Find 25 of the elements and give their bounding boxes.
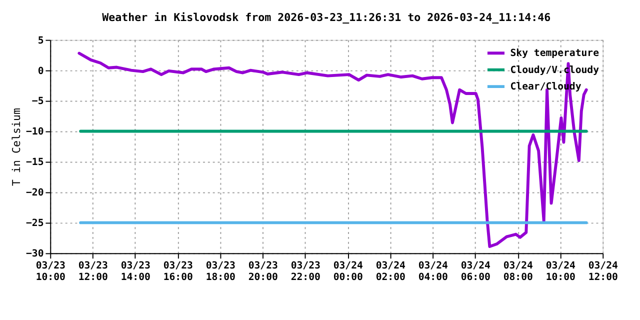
x-tick-label: 03/24 06:00 (460, 260, 491, 284)
y-tick-label: 0 (38, 66, 44, 77)
x-tick-label: 03/24 10:00 (546, 260, 576, 284)
y-tick-label: −20 (26, 188, 44, 199)
x-tick-label: 03/23 10:00 (36, 260, 66, 284)
y-tick-label: 5 (38, 35, 44, 46)
x-tick-label: 03/23 22:00 (290, 260, 321, 284)
x-tick-label: 03/24 04:00 (418, 260, 448, 284)
x-tick-label: 03/24 08:00 (503, 260, 534, 284)
y-axis-title: T in Celsium (10, 108, 24, 186)
y-tick-label: −15 (26, 157, 44, 168)
x-tick-label: 03/23 14:00 (120, 260, 150, 284)
x-tick-label: 03/24 12:00 (588, 260, 618, 284)
x-tick-label: 03/24 02:00 (376, 260, 406, 284)
x-tick-label: 03/23 18:00 (206, 260, 236, 284)
x-tick-label: 03/23 16:00 (163, 260, 193, 284)
x-tick-label: 03/23 12:00 (78, 260, 108, 284)
legend-label: Sky temperature (510, 48, 600, 60)
x-tick-label: 03/24 00:00 (333, 260, 364, 284)
y-tick-label: −25 (26, 218, 44, 230)
chart-title: Weather in Kislovodsk from 2026-03-23_11:26:31 to 2026-03-24_11:14:46 (102, 11, 551, 24)
y-tick-label: −10 (26, 126, 44, 138)
y-tick-label: −30 (26, 248, 44, 260)
x-tick-label: 03/23 20:00 (248, 260, 278, 284)
y-tick-label: −5 (32, 96, 44, 108)
